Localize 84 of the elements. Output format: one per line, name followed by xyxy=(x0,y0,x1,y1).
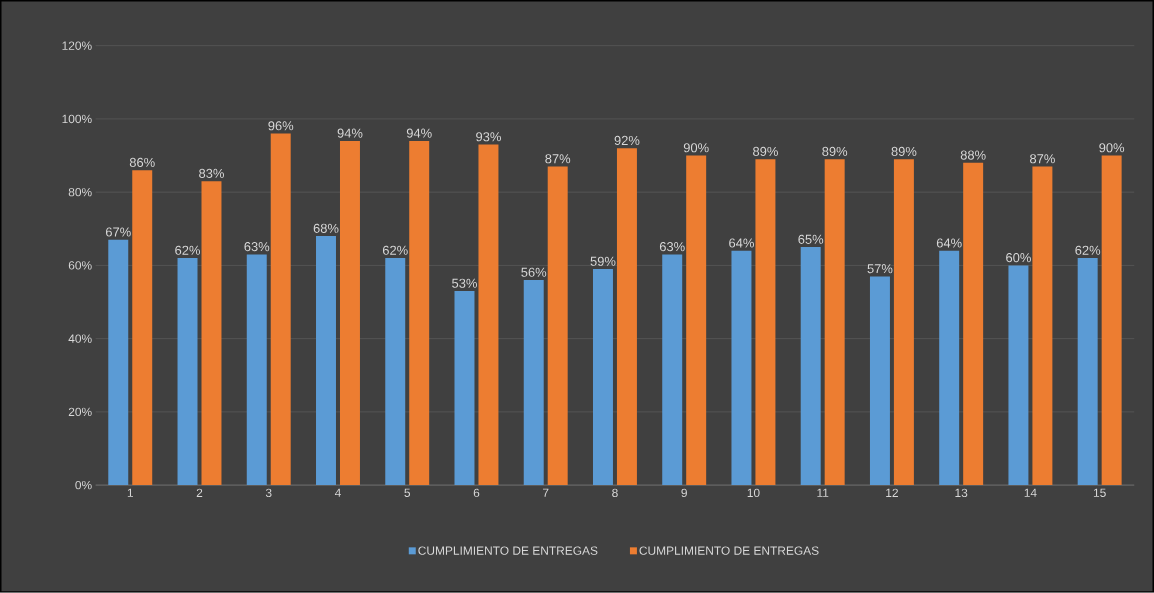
data-label: 53% xyxy=(452,278,477,288)
y-tick-label: 120% xyxy=(62,41,92,51)
bar xyxy=(454,291,475,486)
bar xyxy=(869,276,890,486)
legend-label: CUMPLIMIENTO DE ENTREGAS xyxy=(639,546,819,555)
data-label: 56% xyxy=(521,267,547,277)
bar xyxy=(939,250,960,486)
data-label: 64% xyxy=(936,238,962,248)
x-tick-label: 9 xyxy=(681,488,687,498)
x-tick-label: 6 xyxy=(473,488,480,498)
bar xyxy=(177,258,198,486)
bar xyxy=(824,159,845,486)
x-tick-label: 5 xyxy=(404,488,411,498)
bar xyxy=(1032,166,1053,486)
bar xyxy=(316,236,336,486)
data-label: 89% xyxy=(891,146,917,157)
data-label: 90% xyxy=(1099,143,1125,153)
bar xyxy=(755,159,776,486)
bar xyxy=(893,159,914,486)
bar xyxy=(339,141,360,486)
bar xyxy=(686,155,707,486)
y-tick-label: 0% xyxy=(75,481,92,490)
bar xyxy=(478,144,499,486)
legend-label: CUMPLIMIENTO DE ENTREGAS xyxy=(418,546,598,555)
x-tick-label: 4 xyxy=(334,488,341,497)
data-label: 62% xyxy=(175,245,200,256)
y-tick-label: 60% xyxy=(68,261,92,270)
data-label: 68% xyxy=(313,223,339,234)
x-tick-label: 12 xyxy=(886,488,898,498)
bar xyxy=(1101,155,1122,486)
x-tick-label: 11 xyxy=(817,488,829,497)
data-label: 65% xyxy=(798,234,824,245)
bar xyxy=(1077,258,1098,486)
data-label: 83% xyxy=(199,168,224,179)
data-label: 94% xyxy=(337,128,363,138)
data-label: 89% xyxy=(822,146,848,157)
x-tick-label: 1 xyxy=(127,488,133,497)
x-tick-label: 14 xyxy=(1024,488,1037,497)
bar xyxy=(246,254,267,486)
data-label: 87% xyxy=(1030,154,1055,164)
bar xyxy=(201,181,222,486)
x-tick-label: 8 xyxy=(612,488,618,498)
bar xyxy=(800,247,821,486)
bar xyxy=(1008,265,1029,486)
data-label: 67% xyxy=(105,227,131,237)
data-label: 92% xyxy=(614,135,640,146)
x-tick-label: 13 xyxy=(955,488,968,498)
data-label: 63% xyxy=(244,242,270,252)
data-label: 63% xyxy=(659,242,685,252)
data-label: 57% xyxy=(867,264,893,274)
y-tick-label: 100% xyxy=(62,114,92,124)
y-tick-label: 40% xyxy=(68,334,92,343)
data-label: 90% xyxy=(683,143,709,153)
x-tick-label: 10 xyxy=(747,488,760,498)
x-tick-label: 2 xyxy=(196,488,203,498)
bar xyxy=(409,141,430,486)
data-label: 94% xyxy=(406,128,432,138)
bar xyxy=(616,148,637,486)
data-label: 87% xyxy=(545,154,571,164)
data-label: 86% xyxy=(129,157,155,168)
bar xyxy=(547,166,568,486)
data-label: 62% xyxy=(1075,245,1101,256)
y-tick-label: 20% xyxy=(68,407,92,417)
bar xyxy=(592,269,613,486)
bar xyxy=(385,258,406,486)
data-label: 62% xyxy=(382,245,408,256)
x-tick-label: 15 xyxy=(1093,488,1106,498)
data-label: 60% xyxy=(1006,253,1031,263)
bar xyxy=(963,163,984,486)
bar xyxy=(523,280,544,486)
data-label: 88% xyxy=(960,150,986,160)
bar xyxy=(662,254,683,486)
y-tick-label: 80% xyxy=(68,188,92,197)
data-label: 93% xyxy=(476,132,501,142)
data-label: 64% xyxy=(729,238,754,248)
data-label: 89% xyxy=(753,146,778,157)
bar xyxy=(132,170,153,486)
bar xyxy=(731,250,752,486)
bar xyxy=(108,239,129,486)
data-label: 96% xyxy=(268,121,294,131)
x-tick-label: 3 xyxy=(265,488,272,498)
x-tick-label: 7 xyxy=(543,488,549,497)
bar xyxy=(270,133,291,486)
data-label: 59% xyxy=(590,256,616,266)
